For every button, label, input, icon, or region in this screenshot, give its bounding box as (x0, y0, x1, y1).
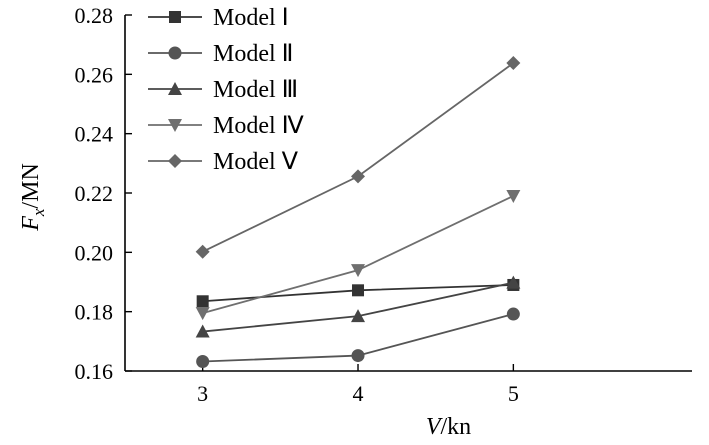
legend-marker (168, 154, 182, 168)
legend-marker (168, 46, 182, 60)
data-point (196, 355, 210, 369)
series-4 (195, 189, 521, 321)
data-point (506, 56, 521, 71)
data-point (196, 295, 209, 308)
y-tick-label: 0.20 (75, 240, 114, 265)
y-axis-title-unit: /MN (18, 163, 44, 208)
y-tick-label: 0.18 (75, 300, 114, 325)
data-point (506, 275, 521, 289)
legend-label: Model Ⅲ (213, 77, 298, 103)
y-tick-label: 0.22 (75, 181, 114, 206)
data-point (351, 169, 366, 184)
y-axis-title-subscript: x (29, 208, 48, 217)
legend-item: Model Ⅴ (148, 149, 299, 175)
legend-item: Model Ⅲ (148, 77, 298, 103)
data-point (351, 309, 366, 323)
data-point (195, 244, 210, 259)
x-axis-title-symbol: V (426, 414, 443, 440)
y-tick-label: 0.24 (75, 122, 114, 147)
series-1 (196, 278, 520, 308)
x-tick-label: 3 (197, 381, 208, 406)
legend-label: Model Ⅰ (213, 5, 289, 31)
legend: Model Ⅰ Model Ⅱ Model Ⅲ Model Ⅳ Model Ⅴ (148, 5, 304, 175)
x-axis-title-unit: /kn (441, 414, 472, 440)
y-axis-title: Fx/MN (18, 163, 48, 232)
data-point (506, 307, 520, 321)
legend-item: Model Ⅱ (148, 41, 293, 67)
x-tick-label: 5 (508, 381, 519, 406)
data-point (351, 349, 365, 363)
legend-item: Model Ⅰ (148, 5, 289, 31)
series-5 (195, 56, 521, 259)
legend-marker (169, 11, 181, 23)
y-tick-label: 0.28 (75, 3, 114, 28)
legend-marker (168, 82, 182, 95)
data-point (352, 284, 365, 297)
y-tick-label: 0.26 (75, 62, 114, 87)
legend-label: Model Ⅴ (213, 149, 299, 175)
data-point (506, 189, 521, 203)
x-tick-label: 4 (353, 381, 364, 406)
data-point (195, 324, 210, 338)
x-axis-title: V/kn (426, 414, 471, 440)
y-axis-title-symbol: F (18, 216, 44, 232)
legend-label: Model Ⅳ (213, 113, 304, 139)
data-point (351, 264, 366, 278)
series-3 (195, 275, 521, 338)
legend-item: Model Ⅳ (148, 113, 304, 139)
data-point (195, 307, 210, 321)
y-tick-label: 0.16 (75, 359, 114, 384)
legend-marker (168, 119, 182, 132)
series-2 (196, 307, 520, 369)
legend-label: Model Ⅱ (213, 41, 293, 67)
